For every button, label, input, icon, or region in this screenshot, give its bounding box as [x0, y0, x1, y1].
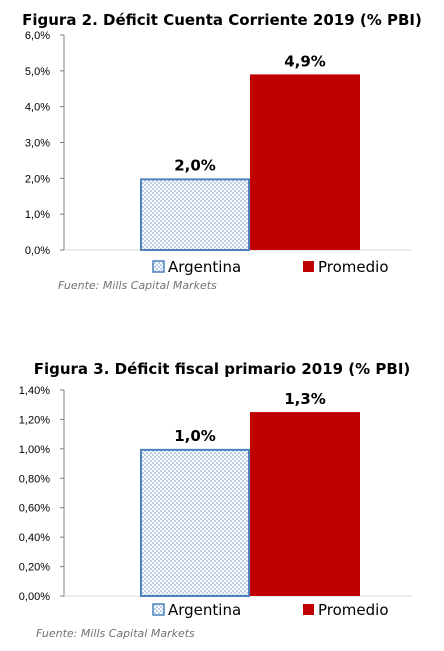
y-tick-label: 0,40%	[19, 532, 50, 544]
y-tick-label: 0,0%	[25, 245, 50, 257]
data-label: 4,9%	[284, 52, 326, 70]
legend-swatch-argentina	[152, 603, 165, 616]
legend-label-argentina: Argentina	[168, 601, 241, 619]
data-label: 2,0%	[174, 156, 216, 174]
y-tick-label: 6,0%	[25, 30, 50, 42]
y-tick-label: 1,00%	[19, 444, 50, 456]
legend-label-argentina: Argentina	[168, 258, 241, 276]
data-label: 1,3%	[284, 390, 326, 408]
chart-deficit-fiscal-primario: Figura 3. Déficit fiscal primario 2019 (…	[19, 360, 412, 640]
y-tick-label: 1,20%	[19, 414, 50, 426]
y-tick-label: 0,20%	[19, 562, 50, 574]
legend-swatch-argentina	[152, 260, 165, 273]
source-note: Fuente: Mills Capital Markets	[58, 279, 217, 292]
legend-swatch-promedio	[303, 604, 314, 615]
y-tick-label: 0,00%	[19, 591, 50, 603]
source-note: Fuente: Mills Capital Markets	[36, 627, 195, 640]
y-tick-label: 4,0%	[25, 102, 50, 114]
y-tick-label: 1,0%	[25, 209, 50, 221]
y-tick-label: 0,80%	[19, 473, 50, 485]
chart-title: Figura 2. Déficit Cuenta Corriente 2019 …	[22, 11, 422, 29]
bar-promedio	[250, 412, 360, 596]
legend-label-promedio: Promedio	[318, 601, 389, 619]
y-tick-label: 5,0%	[25, 66, 50, 78]
bar-argentina	[140, 448, 250, 597]
y-tick-label: 3,0%	[25, 138, 50, 150]
y-tick-label: 1,40%	[19, 385, 50, 397]
y-tick-label: 0,60%	[19, 503, 50, 515]
bar-promedio	[250, 74, 360, 251]
legend-swatch-promedio	[303, 261, 314, 272]
chart-deficit-cuenta-corriente: Figura 2. Déficit Cuenta Corriente 2019 …	[22, 11, 422, 292]
chart-title: Figura 3. Déficit fiscal primario 2019 (…	[34, 360, 411, 378]
data-label: 1,0%	[174, 427, 216, 445]
y-tick-label: 2,0%	[25, 173, 50, 185]
bar-argentina	[140, 178, 250, 251]
legend-label-promedio: Promedio	[318, 258, 389, 276]
